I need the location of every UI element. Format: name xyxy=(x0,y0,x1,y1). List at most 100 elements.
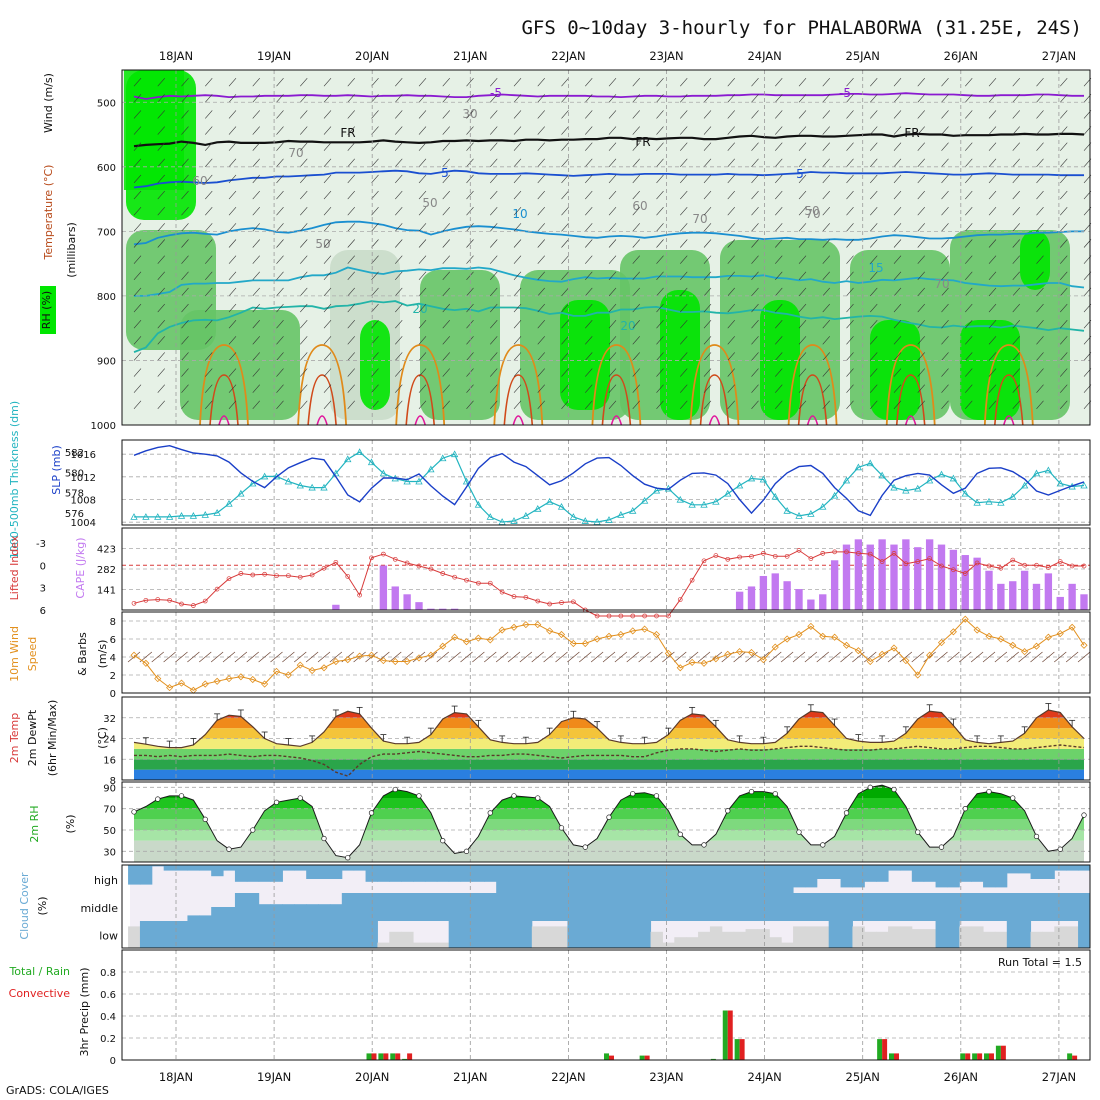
wind-barb xyxy=(775,142,783,151)
rh2m-frame xyxy=(121,781,1091,863)
cloud-middle-bar xyxy=(306,904,319,921)
wind-barb xyxy=(490,110,498,119)
wind-barb xyxy=(798,271,807,280)
wind-barb xyxy=(418,223,427,232)
wind-barb xyxy=(965,207,973,216)
lifted-axis-label: Lifted Index xyxy=(8,535,21,600)
wind10-point xyxy=(308,666,316,675)
wind10-barb xyxy=(911,651,924,663)
wind-barb xyxy=(181,255,189,264)
wind-barb xyxy=(751,287,759,297)
rh2m-point xyxy=(440,838,446,844)
wind-barb xyxy=(347,336,355,345)
precip-total-bar xyxy=(889,1053,894,1060)
precip-tick-label: 0.2 xyxy=(100,1034,116,1045)
cloud-low-bar xyxy=(698,931,711,948)
wind-barb xyxy=(965,174,973,184)
wind-barb xyxy=(656,271,664,280)
cloud-high-bar xyxy=(994,865,1008,888)
wind10-barb xyxy=(662,651,675,663)
date-label-bottom: 26JAN xyxy=(944,1070,978,1084)
wind-barb xyxy=(751,336,759,345)
chart-title: GFS 0~10day 3-hourly for PHALABORWA (31.… xyxy=(521,17,1082,39)
wind-barb xyxy=(988,239,997,248)
lifted-index-point xyxy=(523,594,529,600)
cloud-middle-bar xyxy=(555,893,568,921)
thickness-point xyxy=(688,500,696,508)
wind-barb xyxy=(703,126,712,135)
wind-barb xyxy=(751,239,759,248)
wind-barb xyxy=(300,303,308,313)
wind-barb xyxy=(1060,223,1068,232)
wind-barb xyxy=(1060,384,1068,393)
wind-barb xyxy=(537,190,545,200)
wind-barb xyxy=(988,336,997,345)
wind-barb xyxy=(680,207,688,216)
wind-barb xyxy=(988,190,997,200)
wind10-barb xyxy=(804,651,818,663)
precip-convective-bar xyxy=(395,1053,401,1060)
wind-barb xyxy=(656,190,664,200)
date-label-top: 27JAN xyxy=(1042,49,1076,63)
wind-barb xyxy=(276,174,284,184)
rh2m-point xyxy=(1010,795,1016,801)
wind-barb xyxy=(513,223,522,232)
wind-barb xyxy=(608,142,617,151)
rh-contour-label: 50 xyxy=(315,237,330,251)
wind-barb xyxy=(513,77,522,87)
cloud-high-bar xyxy=(413,865,426,882)
wind-barb xyxy=(300,255,308,264)
cloud-low-bar xyxy=(757,929,770,948)
wind-barb xyxy=(442,319,450,329)
wind-barb xyxy=(893,126,902,135)
wind-barb xyxy=(181,287,189,297)
wind-barb xyxy=(703,400,712,410)
thickness-point xyxy=(735,481,744,489)
thickness-point xyxy=(320,483,328,491)
wind-barb xyxy=(252,287,260,297)
wind-barb xyxy=(822,336,830,345)
cloud-low-bar xyxy=(793,926,806,948)
thickness-point xyxy=(890,483,898,491)
wind-barb xyxy=(822,239,830,248)
wind-barb xyxy=(347,368,355,377)
wind-barb xyxy=(276,190,284,200)
wind-barb xyxy=(870,287,878,297)
wind-barb xyxy=(585,368,593,377)
rh2m-axis-label: 2m RH xyxy=(28,805,41,842)
wind10-barb xyxy=(780,651,794,663)
cloud-low-bar xyxy=(816,926,830,948)
wind10-point xyxy=(451,633,459,641)
wind-barb xyxy=(1012,271,1020,280)
wind-barb xyxy=(1060,190,1068,200)
lifted-index-point xyxy=(274,573,279,579)
wind10-point xyxy=(819,632,827,640)
cloud-middle-bar xyxy=(983,893,996,921)
precip-total-bar xyxy=(972,1053,978,1060)
wind-barb xyxy=(703,158,712,168)
thickness-point xyxy=(296,481,304,489)
wind-barb xyxy=(751,190,759,200)
wind-barb xyxy=(632,94,640,103)
wind-barb xyxy=(893,223,902,232)
wind10-point xyxy=(237,673,245,681)
wind-barb xyxy=(157,94,165,103)
wind-barb xyxy=(727,271,735,280)
wind-barb xyxy=(513,174,522,184)
wind-barb xyxy=(751,384,759,393)
wind-barb xyxy=(252,174,260,184)
wind-barb xyxy=(133,207,142,216)
wind-barb xyxy=(893,287,902,297)
wind10-barb xyxy=(994,651,1008,663)
wind-barb xyxy=(775,174,783,184)
thickness-point xyxy=(474,500,483,508)
rh2m-point xyxy=(701,842,707,848)
run-total-label: Run Total = 1.5 xyxy=(998,956,1082,969)
wind-barb xyxy=(442,239,450,248)
lifted-index-point xyxy=(191,603,196,608)
wind-barb xyxy=(727,400,735,410)
wind10-barb xyxy=(959,651,972,663)
cloud-middle-bar xyxy=(733,893,747,921)
thickness-point xyxy=(225,499,233,507)
rh2m-bands xyxy=(134,785,1084,862)
